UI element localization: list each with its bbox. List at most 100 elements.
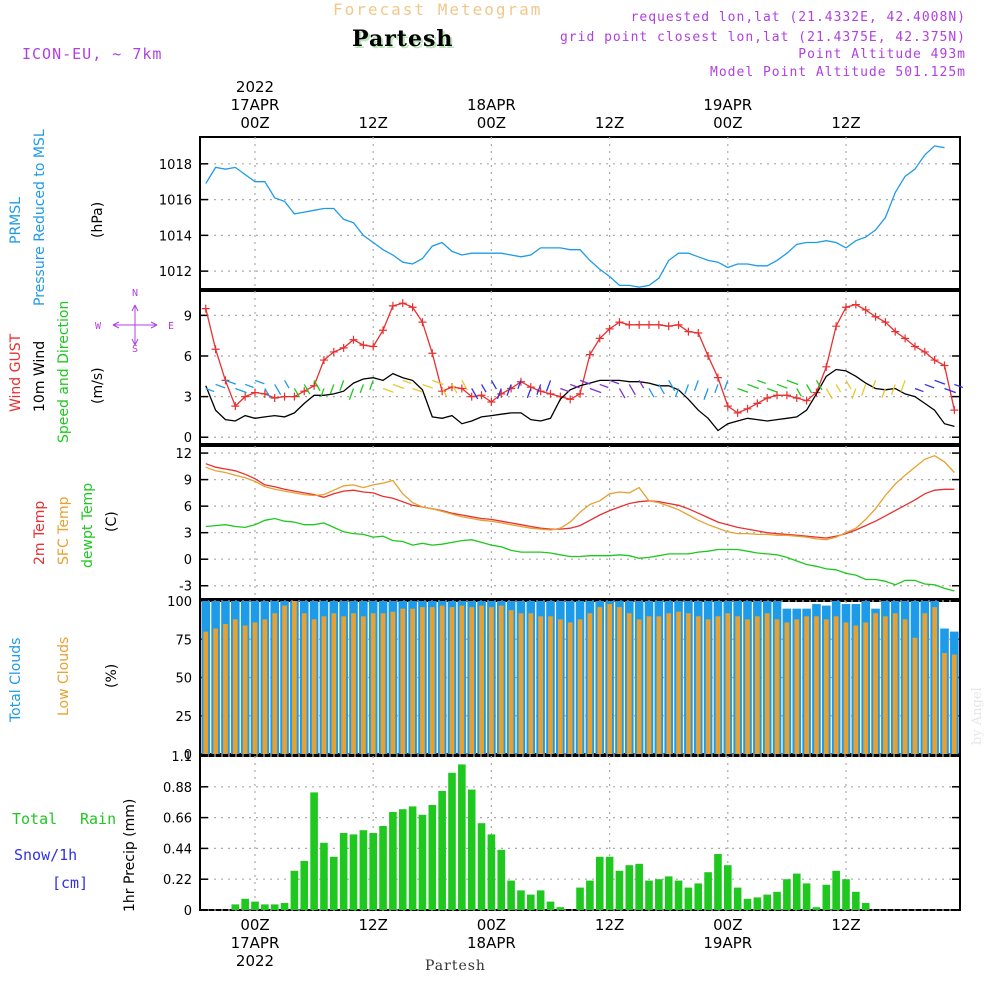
precip-bar-total-rain bbox=[428, 805, 437, 910]
gust-point bbox=[280, 392, 289, 401]
cloud-bar-low-clouds bbox=[676, 611, 681, 754]
cloud-bar-low-clouds bbox=[646, 616, 652, 754]
model-altitude: Model Point Altitude 501.125m bbox=[710, 65, 966, 80]
wind-arrow bbox=[313, 380, 321, 392]
top-time-label: 00Z bbox=[477, 114, 506, 132]
clouds-unit: (%) bbox=[104, 663, 120, 688]
wind-arrow bbox=[244, 383, 254, 389]
snow-label: Snow/1h bbox=[14, 846, 78, 864]
cloud-bar-low-clouds bbox=[695, 616, 701, 754]
wind-arrow bbox=[638, 380, 645, 389]
wind-arrow bbox=[329, 384, 335, 395]
y-tick-label: 0 bbox=[184, 904, 192, 919]
gust-point bbox=[773, 391, 782, 400]
cloud-bar-low-clouds bbox=[853, 625, 859, 754]
y-tick-label: 25 bbox=[175, 710, 192, 725]
cloud-bar-low-clouds bbox=[597, 607, 603, 754]
top-time-label: 12Z bbox=[595, 114, 624, 132]
wind-arrow bbox=[496, 388, 502, 400]
gust-point bbox=[339, 343, 348, 352]
y-tick-label: 0.88 bbox=[163, 781, 192, 796]
y-tick-label: 0.44 bbox=[163, 842, 192, 857]
cloud-bar-low-clouds bbox=[883, 616, 888, 754]
gust-point bbox=[635, 320, 644, 329]
cloud-bar-low-clouds bbox=[351, 613, 356, 754]
wind-arrow bbox=[359, 384, 364, 394]
gust-point bbox=[546, 389, 555, 398]
wind-arrow bbox=[569, 383, 580, 389]
temp-unit: (C) bbox=[104, 511, 120, 532]
wind-arrow bbox=[851, 388, 857, 400]
wind-arrow bbox=[402, 379, 412, 385]
wind-arrow bbox=[274, 384, 282, 396]
wind-arrow bbox=[490, 380, 497, 390]
gust-point bbox=[418, 318, 427, 327]
gust-point bbox=[231, 402, 240, 411]
gust-point bbox=[674, 320, 683, 329]
precip-bar-total-rain bbox=[330, 856, 338, 910]
cloud-bar-low-clouds bbox=[833, 616, 839, 754]
cloud-bar-low-clouds bbox=[252, 622, 258, 754]
precip-bar-total-rain bbox=[241, 898, 249, 910]
gust-point bbox=[487, 398, 496, 407]
cloud-bar-low-clouds bbox=[420, 607, 425, 754]
top-time-label: 18APR bbox=[467, 96, 516, 114]
y-tick-label: 0.66 bbox=[163, 812, 192, 827]
wind-arrow bbox=[881, 388, 887, 399]
top-time-label: 00Z bbox=[240, 114, 269, 132]
y-tick-label: 0 bbox=[184, 748, 192, 763]
temp-frame bbox=[199, 445, 961, 600]
wind-frame bbox=[199, 290, 961, 445]
y-tick-label: 1014 bbox=[159, 229, 192, 244]
wind-arrow bbox=[684, 384, 690, 395]
gust-point bbox=[615, 318, 624, 327]
closest-coords: grid point closest lon,lat (21.4375E, 42… bbox=[559, 30, 966, 45]
precip-bar-total-rain bbox=[290, 870, 299, 910]
gust-point bbox=[290, 392, 299, 401]
total-clouds-label: Total Clouds bbox=[8, 637, 24, 722]
top-time-label: 2022 bbox=[236, 78, 274, 96]
wind-arrow bbox=[348, 388, 355, 400]
precip-bar-total-rain bbox=[792, 873, 801, 910]
gust-point bbox=[398, 299, 407, 308]
cloud-bar-low-clouds bbox=[232, 619, 238, 754]
point-altitude: Point Altitude 493m bbox=[798, 47, 966, 62]
precip-bar-total-rain bbox=[635, 863, 643, 910]
wind-arrow bbox=[303, 384, 311, 395]
cloud-bar-low-clouds bbox=[902, 619, 908, 754]
wind-arrow bbox=[658, 384, 665, 395]
cloud-bar-low-clouds bbox=[429, 607, 435, 754]
precip-bar-total-rain bbox=[576, 887, 584, 910]
cloud-bar-low-clouds bbox=[469, 607, 475, 754]
wind-arrow bbox=[900, 380, 906, 392]
bottom-time-label: 17APR bbox=[231, 934, 280, 952]
gust-point bbox=[782, 391, 791, 400]
gust-point bbox=[625, 320, 634, 329]
cloud-bar-low-clouds bbox=[538, 616, 544, 754]
compass-icon: N S W E bbox=[95, 288, 174, 355]
temp-panel: -3 0 3 6 9 12 bbox=[175, 445, 961, 600]
compass-label: N bbox=[132, 288, 138, 299]
wind-arrow bbox=[806, 384, 813, 394]
y-tick-label: 0 bbox=[184, 431, 192, 446]
gust-point bbox=[822, 362, 831, 371]
precip-panel: 0 0.22 0.44 0.66 0.88 1.1 bbox=[163, 750, 961, 919]
precip-bar-total-rain bbox=[832, 870, 840, 910]
precip-bar-total-rain bbox=[714, 854, 722, 910]
wind-arrow bbox=[618, 388, 626, 399]
cloud-bar-low-clouds bbox=[577, 619, 583, 754]
precip-bar-total-rain bbox=[645, 880, 653, 910]
wind-arrow bbox=[954, 383, 964, 389]
rain-label: Rain bbox=[80, 810, 117, 828]
wind-arrow bbox=[589, 387, 602, 394]
cloud-bar-low-clouds bbox=[587, 613, 593, 754]
cloud-bar-low-clouds bbox=[331, 613, 337, 754]
gust-point bbox=[388, 301, 397, 310]
precip-bar-total-rain bbox=[389, 812, 397, 910]
cloud-bar-low-clouds bbox=[784, 622, 790, 754]
precip-bar-total-rain bbox=[497, 849, 506, 910]
gust-point bbox=[457, 384, 466, 393]
wind-arrow bbox=[944, 387, 956, 394]
cloud-bar-low-clouds bbox=[863, 622, 869, 754]
